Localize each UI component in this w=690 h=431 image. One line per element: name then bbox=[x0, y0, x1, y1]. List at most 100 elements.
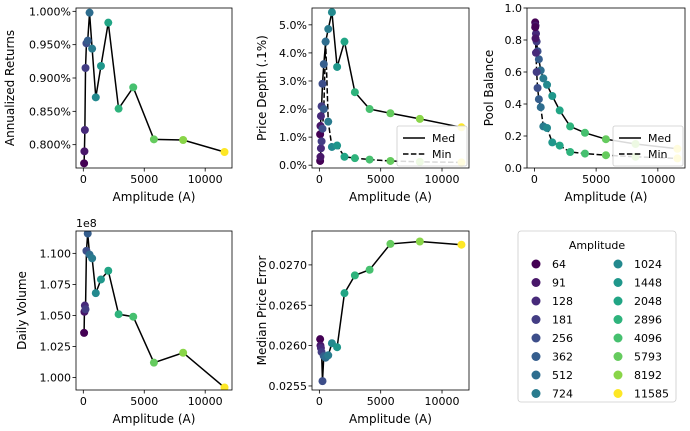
y-tick-label: 4.0% bbox=[279, 47, 307, 60]
axes-frame bbox=[526, 7, 686, 169]
data-point bbox=[350, 88, 359, 97]
legend-marker bbox=[613, 259, 623, 269]
data-point bbox=[80, 126, 89, 134]
data-point bbox=[129, 83, 138, 92]
data-point bbox=[80, 328, 89, 337]
legend-box bbox=[612, 125, 684, 167]
data-point bbox=[129, 312, 138, 321]
legend-marker bbox=[613, 389, 623, 398]
legend-entry-label: 512 bbox=[552, 369, 573, 382]
y-tick-label: 1.000% bbox=[29, 5, 71, 18]
y-axis-label: Daily Volume bbox=[15, 271, 29, 350]
x-tick-label: 0 bbox=[531, 173, 538, 186]
data-point bbox=[83, 231, 92, 238]
data-point bbox=[415, 237, 424, 246]
x-axis-label: Amplitude (A) bbox=[349, 412, 432, 426]
amplitude-legend-box bbox=[517, 230, 677, 403]
x-tick-label: 5000 bbox=[130, 395, 158, 408]
legend-label-1: Med bbox=[432, 132, 455, 145]
x-axis-label: Amplitude (A) bbox=[565, 190, 648, 204]
y-tick-label: 1.0% bbox=[279, 131, 307, 144]
data-point bbox=[96, 62, 105, 70]
data-point bbox=[531, 48, 540, 57]
data-point bbox=[179, 348, 188, 357]
legend-entry-label: 11585 bbox=[634, 388, 669, 401]
legend-marker bbox=[613, 315, 623, 324]
x-tick-label: 10000 bbox=[188, 395, 223, 408]
data-point bbox=[386, 109, 395, 118]
data-point bbox=[340, 289, 349, 298]
data-point bbox=[333, 141, 342, 150]
y-axis-label: Pool Balance bbox=[482, 50, 496, 127]
data-point bbox=[333, 62, 342, 71]
data-point bbox=[566, 122, 575, 131]
data-point bbox=[220, 148, 229, 156]
data-point bbox=[91, 93, 100, 102]
data-point bbox=[220, 383, 229, 390]
legend-entry-label: 91 bbox=[552, 277, 566, 290]
data-point bbox=[386, 239, 395, 248]
legend-box bbox=[396, 125, 468, 167]
data-point bbox=[531, 34, 540, 43]
legend-marker bbox=[531, 389, 541, 398]
y-tick-label: 1.025 bbox=[40, 341, 72, 354]
data-point bbox=[601, 151, 610, 160]
legend-marker bbox=[531, 333, 541, 343]
legend-marker bbox=[531, 296, 541, 306]
x-tick-label: 10000 bbox=[425, 173, 460, 186]
x-axis-label: Amplitude (A) bbox=[113, 190, 196, 204]
data-point bbox=[532, 68, 541, 76]
y-offset-label: 1e8 bbox=[76, 217, 97, 230]
x-axis-label: Amplitude (A) bbox=[349, 190, 432, 204]
data-point bbox=[318, 377, 327, 386]
data-point bbox=[318, 124, 327, 133]
data-point bbox=[91, 289, 100, 298]
legend-entry-label: 2896 bbox=[634, 314, 662, 327]
x-tick-label: 0 bbox=[80, 173, 87, 186]
data-point bbox=[534, 95, 543, 104]
data-point bbox=[531, 23, 540, 32]
legend-label-1: Med bbox=[648, 132, 671, 145]
chart-panel-2: 0 5000 10000 0.0% 1.0% 2.0% 3.0% 4.0% 5.0% Amplit… bbox=[255, 7, 470, 204]
legend-marker bbox=[531, 278, 541, 287]
y-tick-label: 5.0% bbox=[279, 19, 307, 32]
series-legend: Med Min bbox=[396, 125, 468, 167]
data-point bbox=[543, 80, 552, 89]
y-tick-label: 0.0270 bbox=[269, 259, 308, 272]
x-tick-label: 10000 bbox=[188, 173, 223, 186]
data-point bbox=[350, 271, 359, 280]
x-tick-label: 10000 bbox=[640, 173, 675, 186]
data-point bbox=[601, 135, 610, 144]
data-point bbox=[316, 112, 325, 121]
legend-marker bbox=[531, 370, 541, 380]
data-point bbox=[580, 128, 589, 137]
data-point bbox=[365, 105, 374, 114]
data-point bbox=[543, 124, 552, 132]
data-point bbox=[415, 114, 424, 123]
data-point bbox=[80, 147, 89, 156]
y-tick-label: 0.0255 bbox=[269, 380, 308, 393]
y-tick-label: 2.0% bbox=[279, 103, 307, 116]
y-tick-label: 0.850% bbox=[29, 105, 71, 118]
data-point bbox=[555, 106, 564, 115]
x-tick-label: 0 bbox=[316, 395, 323, 408]
legend-marker bbox=[531, 315, 541, 324]
data-point bbox=[104, 18, 113, 27]
legend-entry-label: 5793 bbox=[634, 351, 662, 364]
data-point bbox=[340, 37, 349, 46]
data-point bbox=[327, 8, 336, 17]
legend-marker bbox=[613, 278, 623, 287]
y-tick-label: 0.6 bbox=[505, 66, 523, 79]
legend-marker bbox=[613, 352, 623, 361]
y-tick-label: 3.0% bbox=[279, 75, 307, 88]
y-tick-label: 1.075 bbox=[40, 278, 72, 291]
plot-area bbox=[316, 237, 466, 386]
y-axis-label: Price Depth (.1%) bbox=[255, 35, 269, 141]
data-point bbox=[319, 105, 328, 114]
y-tick-label: 0.0265 bbox=[269, 299, 308, 312]
data-point bbox=[533, 84, 542, 92]
data-point bbox=[555, 141, 564, 150]
legend-marker bbox=[613, 333, 623, 343]
y-tick-label: 0.0% bbox=[279, 159, 307, 172]
